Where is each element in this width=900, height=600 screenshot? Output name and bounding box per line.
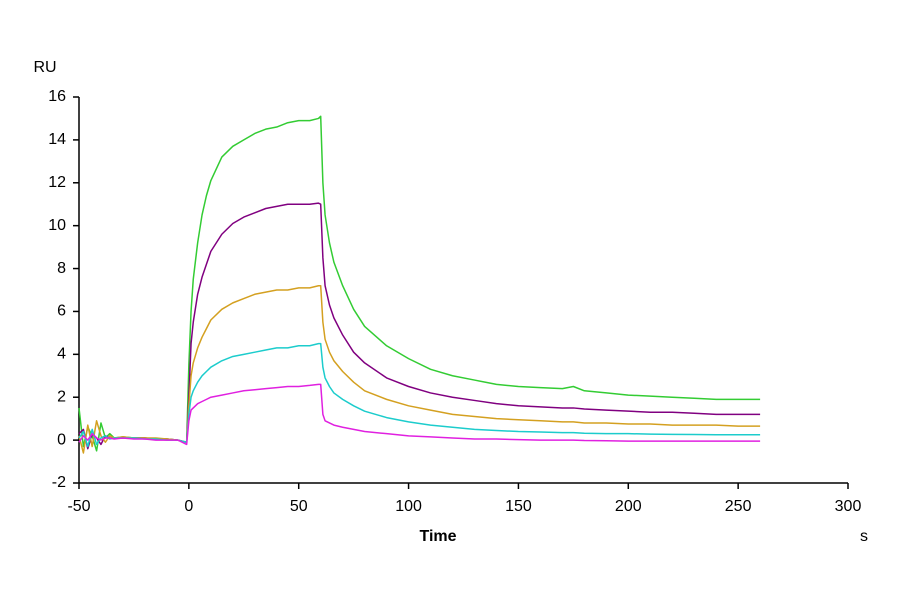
x-tick-label: 50 xyxy=(290,498,308,515)
y-tick-label: 16 xyxy=(48,88,66,105)
x-axis-label: Time xyxy=(419,528,456,545)
x-tick-label: 300 xyxy=(835,498,862,515)
series-line xyxy=(78,202,761,450)
x-tick-label: 100 xyxy=(395,498,422,515)
x-axis-unit: s xyxy=(860,528,868,545)
y-tick-label: 6 xyxy=(57,303,66,320)
series-line xyxy=(78,383,761,446)
x-tick-label: -50 xyxy=(67,498,90,515)
x-tick-label: 200 xyxy=(615,498,642,515)
y-tick-label: 4 xyxy=(57,346,66,363)
y-tick-label: 14 xyxy=(48,131,66,148)
x-tick-label: 0 xyxy=(184,498,193,515)
x-tick-label: 250 xyxy=(725,498,752,515)
y-axis-label: RU xyxy=(33,59,56,76)
y-tick-label: 2 xyxy=(57,388,66,405)
y-tick-label: 12 xyxy=(48,174,66,191)
x-tick-label: 150 xyxy=(505,498,532,515)
series-line xyxy=(78,342,761,448)
y-tick-label: -2 xyxy=(52,474,66,491)
y-tick-label: 8 xyxy=(57,260,66,277)
y-tick-label: 10 xyxy=(48,217,66,234)
y-tick-label: 0 xyxy=(57,431,66,448)
series-line xyxy=(78,115,761,452)
series-line xyxy=(78,284,761,454)
